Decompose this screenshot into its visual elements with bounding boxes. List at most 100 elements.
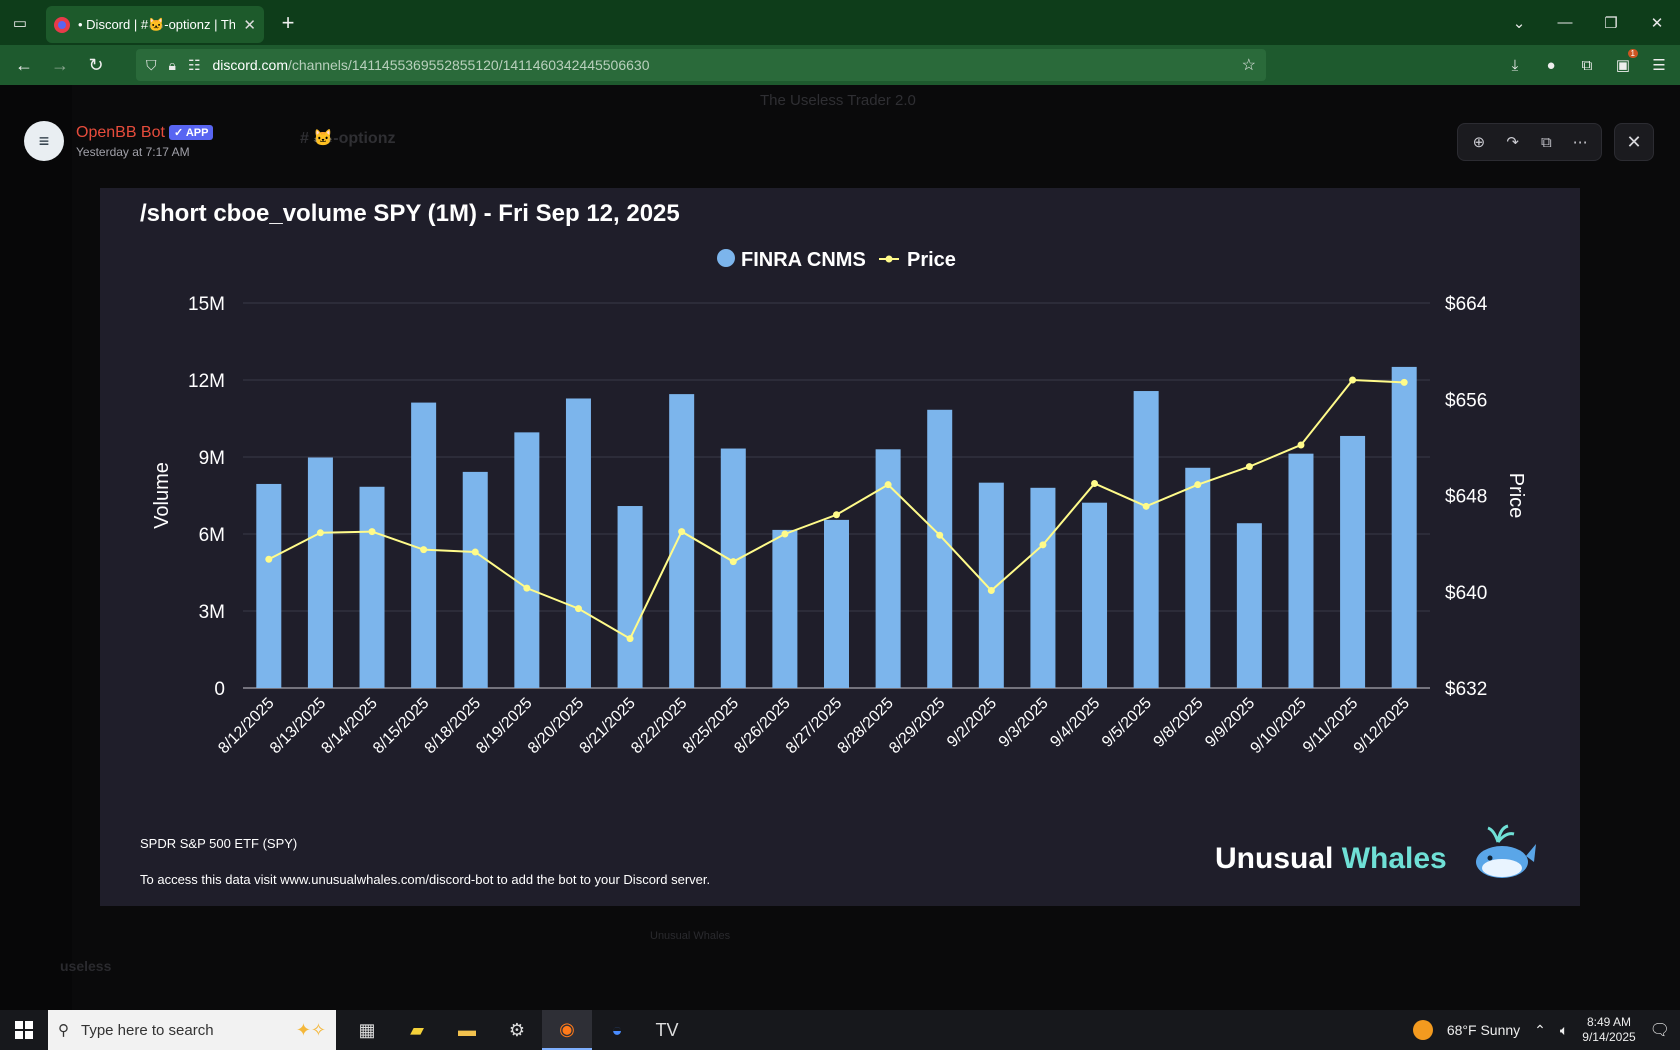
open-external-icon[interactable]: ⧉: [1541, 133, 1552, 151]
extension-badge-icon[interactable]: ▣ 1: [1610, 49, 1638, 78]
bar: [1236, 523, 1262, 688]
message-author-header: ≡ OpenBB Bot ✓ APP Yesterday at 7:17 AM: [24, 121, 214, 161]
y2-tick-label: $640: [1445, 583, 1487, 604]
tab-list-icon[interactable]: ▭: [12, 14, 28, 32]
forward-arrow-icon[interactable]: →: [51, 54, 69, 75]
calculator-app-icon[interactable]: ▦: [358, 1019, 376, 1040]
price-point: [1349, 376, 1357, 384]
legend-bar-label: FINRA CNMS: [741, 249, 866, 271]
chart-title: /short cboe_volume SPY (1M) - Fri Sep 12…: [140, 200, 680, 227]
price-point: [1194, 481, 1202, 489]
taskbar-search[interactable]: ⚲ Type here to search ✦✧: [48, 1010, 336, 1050]
chart-footer-ticker: SPDR S&P 500 ETF (SPY): [140, 836, 298, 851]
bar: [307, 457, 333, 688]
y-tick-label: 0: [214, 679, 225, 700]
bar: [256, 483, 282, 688]
reload-icon[interactable]: ↻: [88, 54, 104, 75]
message-timestamp: Yesterday at 7:17 AM: [76, 144, 190, 159]
y-axis-title: Volume: [151, 462, 173, 529]
bar: [772, 529, 798, 688]
brand-logo: Unusual Whales: [1215, 842, 1447, 876]
windows-start-icon[interactable]: [0, 1010, 48, 1050]
sticky-notes-app-icon[interactable]: ▰: [410, 1019, 424, 1040]
x-tick-label: 9/10/2025: [1247, 695, 1309, 757]
sparkle-icon: ✦✧: [295, 1019, 326, 1040]
browser-tab-discord[interactable]: • Discord | #🐱-optionz | The U ✕: [46, 6, 264, 43]
url-text[interactable]: discord.com/channels/1411455369552855120…: [213, 57, 650, 73]
bar: [1340, 435, 1366, 688]
bar: [927, 409, 953, 688]
y2-tick-label: $632: [1445, 679, 1487, 700]
bar: [617, 506, 643, 688]
new-tab-button[interactable]: +: [281, 9, 295, 35]
lock-icon[interactable]: 🔒︎: [168, 56, 176, 73]
bar: [1288, 453, 1314, 688]
y2-tick-label: $648: [1445, 487, 1487, 508]
firefox-app-icon[interactable]: ◉: [542, 1010, 592, 1050]
bot-name[interactable]: OpenBB Bot: [76, 123, 165, 141]
downloads-icon[interactable]: ⤓: [1511, 56, 1519, 74]
windows-taskbar: ⚲ Type here to search ✦✧ ▦ ▰ ▬ ⚙ ◉ ◒ TV …: [0, 1010, 1680, 1050]
menu-icon[interactable]: ☰: [1652, 57, 1666, 74]
chart-image[interactable]: /short cboe_volume SPY (1M) - Fri Sep 12…: [100, 188, 1580, 906]
url-path: /channels/1411455369552855120/1411460342…: [287, 57, 650, 73]
clock-time: 8:49 AM: [1586, 1015, 1631, 1029]
url-bar[interactable]: ⛉ 🔒︎ ☷ discord.com/channels/141145536955…: [136, 49, 1266, 81]
price-point: [626, 635, 634, 643]
price-point: [471, 548, 479, 556]
bar: [565, 398, 591, 688]
chart-svg: 0 3M 6M 9M 12M 15M $632 $640 $648 $656 $664 Volume P…: [151, 249, 1527, 757]
price-point: [523, 584, 531, 592]
weather-icon[interactable]: [1412, 1020, 1433, 1040]
bar: [669, 394, 695, 688]
weather-text[interactable]: 68°F Sunny: [1446, 1022, 1521, 1038]
toolbar-icons: ⤓ ● ⧉ ▣ 1 ☰: [1502, 49, 1672, 78]
bar: [720, 448, 746, 688]
tab-close-icon[interactable]: ✕: [243, 16, 256, 34]
more-options-icon[interactable]: ⋯: [1572, 134, 1588, 151]
volume-icon[interactable]: 🔈︎: [1559, 1021, 1569, 1038]
x-tick-label: 9/2/2025: [944, 695, 1000, 751]
price-point: [1400, 378, 1408, 386]
x-tick-label: 9/3/2025: [996, 695, 1052, 751]
x-tick-label: 9/4/2025: [1047, 695, 1103, 751]
x-tick-label: 9/8/2025: [1151, 695, 1207, 751]
shield-icon[interactable]: ⛉: [146, 56, 157, 73]
notifications-icon[interactable]: 🗨︎: [1649, 1022, 1670, 1039]
account-icon[interactable]: ●: [1546, 56, 1556, 74]
zoom-in-icon[interactable]: ⊕: [1472, 134, 1486, 151]
permissions-icon[interactable]: ☷: [187, 56, 201, 73]
back-arrow-icon[interactable]: ←: [15, 54, 33, 75]
whale-icon: [1476, 824, 1536, 878]
tab-overflow-chevron-icon[interactable]: ⌄: [1512, 14, 1526, 32]
file-explorer-app-icon[interactable]: ▬: [458, 1019, 476, 1040]
restore-icon[interactable]: ❐: [1604, 14, 1618, 32]
avatar[interactable]: ≡: [24, 121, 64, 161]
y2-tick-label: $664: [1445, 294, 1488, 315]
app-badge: ✓ APP: [168, 125, 214, 140]
bar: [1391, 366, 1417, 688]
y2-tick-label: $656: [1445, 390, 1487, 411]
minimize-icon[interactable]: —: [1557, 14, 1573, 31]
price-point: [833, 511, 840, 519]
x-tick-label: 8/29/2025: [886, 695, 948, 757]
search-icon: ⚲: [58, 1022, 69, 1039]
chart-footer-note: To access this data visit www.unusualwha…: [140, 872, 711, 887]
server-rail: [0, 85, 72, 1010]
price-point: [265, 555, 273, 563]
settings-app-icon[interactable]: ⚙: [508, 1019, 526, 1040]
messenger-app-icon[interactable]: ◒: [611, 1019, 623, 1040]
browser-tab-bar: ▭ • Discord | #🐱-optionz | The U ✕ + ⌄ —…: [0, 0, 1680, 45]
bookmark-star-icon[interactable]: ☆: [1241, 57, 1256, 74]
extensions-icon[interactable]: ⧉: [1581, 56, 1593, 74]
search-placeholder: Type here to search: [81, 1021, 214, 1039]
discord-favicon-icon: [54, 16, 70, 33]
forward-share-icon[interactable]: ↷: [1506, 134, 1519, 151]
window-close-icon[interactable]: ✕: [1650, 14, 1664, 32]
author-meta: OpenBB Bot ✓ APP Yesterday at 7:17 AM: [76, 123, 214, 159]
tradingview-app-icon[interactable]: TV: [655, 1019, 679, 1040]
viewer-close-icon[interactable]: ✕: [1614, 123, 1654, 161]
clock[interactable]: 8:49 AM 9/14/2025: [1582, 1015, 1635, 1045]
tray-chevron-icon[interactable]: ⌃: [1534, 1021, 1546, 1038]
